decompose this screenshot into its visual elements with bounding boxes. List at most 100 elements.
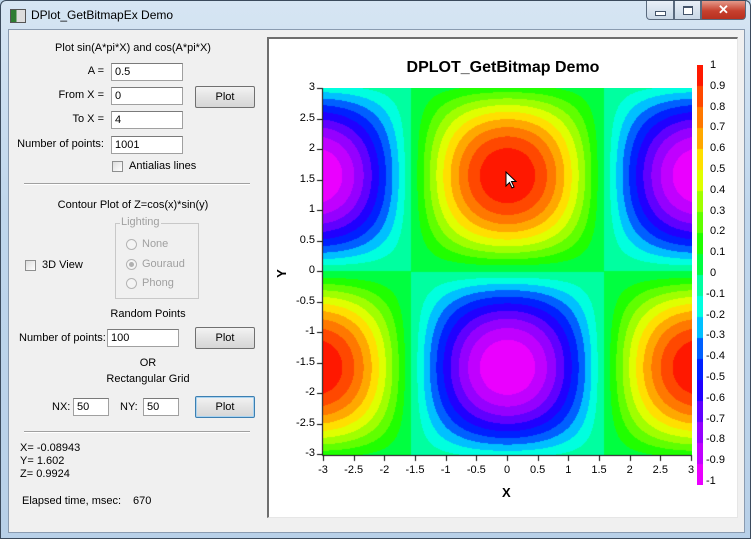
colorbar-tick-label: 0.2 [710, 225, 726, 238]
random-points-heading: Random Points [110, 308, 186, 320]
y-tick-label: -2.5 [296, 416, 315, 429]
close-button[interactable]: ✕ [701, 1, 746, 20]
a-input[interactable]: 0.5 [111, 63, 183, 81]
random-plot-button[interactable]: Plot [195, 327, 255, 349]
lighting-group: Lighting None Gouraud Phong [115, 216, 199, 299]
minimize-icon [654, 10, 666, 16]
title-bar[interactable]: DPlot_GetBitmapEx Demo ✕ [1, 1, 750, 29]
lighting-gouraud-label: Gouraud [142, 258, 185, 270]
colorbar-tick-label: -0.5 [706, 371, 725, 383]
from-x-input[interactable]: 0 [111, 87, 183, 105]
x-tick-label: 3 [687, 464, 695, 476]
from-x-label: From X = [58, 89, 104, 101]
grid-plot-button[interactable]: Plot [195, 396, 255, 418]
line-plot-button[interactable]: Plot [195, 86, 255, 108]
y-tick-label: -3 [305, 447, 315, 459]
y-tick-label: -0.5 [296, 294, 315, 307]
x-tick-label: 0 [503, 464, 511, 476]
x-tick-label: -3 [318, 464, 328, 476]
colorbar-tick-label: -0.3 [706, 329, 725, 342]
colorbar-tick-label: -0.4 [706, 350, 725, 363]
colorbar-tick-label: 0.5 [710, 163, 726, 175]
x-tick-label: 0.5 [530, 464, 546, 476]
colorbar-tick-label: -0.7 [706, 412, 725, 425]
nx-input[interactable]: 50 [73, 398, 109, 416]
y-tick-label: 2 [308, 142, 315, 154]
separator [24, 431, 250, 433]
y-tick-label: 0.5 [299, 233, 315, 246]
a-label: A = [87, 65, 104, 77]
lighting-phong-label: Phong [142, 277, 174, 289]
npoints-label: Number of points: [17, 138, 104, 150]
x-tick-label: 2.5 [652, 464, 668, 476]
x-tick-label: 1.5 [591, 464, 607, 476]
window-title: DPlot_GetBitmapEx Demo [31, 8, 174, 22]
separator [24, 183, 250, 185]
colorbar-tick-label: -0.6 [706, 391, 725, 404]
ny-input[interactable]: 50 [143, 398, 179, 416]
random-npoints-label: Number of points: [19, 332, 106, 344]
colorbar-tick-label: -0.9 [706, 454, 725, 467]
lighting-none-label: None [142, 238, 169, 250]
lighting-phong-radio[interactable] [126, 278, 137, 289]
colorbar-tick-label: -0.2 [706, 308, 725, 321]
colorbar-tick-label: 0.9 [710, 79, 726, 92]
antialias-checkbox[interactable] [112, 161, 123, 172]
or-label: OR [139, 357, 157, 369]
readout-y: Y= 1.602 [20, 455, 65, 467]
minimize-button[interactable] [646, 1, 674, 20]
mouse-cursor-icon [505, 171, 518, 189]
x-tick-label: -0.5 [466, 464, 486, 476]
readout-x: X= -0.08943 [20, 442, 81, 454]
y-tick-label: 1.5 [299, 172, 315, 185]
lighting-gouraud-radio[interactable] [126, 259, 137, 270]
y-tick-label: 3 [308, 81, 315, 93]
colorbar-tick-label: 0.7 [710, 121, 726, 134]
y-tick-label: -1 [305, 325, 315, 337]
x-axis-label: X [502, 485, 511, 500]
rectangular-grid-heading: Rectangular Grid [106, 373, 190, 385]
x-tick-label: 2 [626, 464, 633, 476]
elapsed-value: 670 [133, 495, 152, 507]
npoints-input[interactable]: 1001 [111, 136, 183, 154]
ny-label: NY: [120, 401, 138, 413]
readout-z: Z= 0.9924 [20, 468, 70, 480]
plot-panel[interactable]: DPLOT_GetBitmap Demo 3 2.5 2 1.5 1 0.5 0 -0.5 -1… [267, 37, 738, 518]
lighting-group-title: Lighting [120, 216, 161, 228]
client-area: Plot sin(A*pi*X) and cos(A*pi*X) A = 0.5… [8, 29, 745, 533]
antialias-label: Antialias lines [129, 160, 197, 172]
chart-title: DPLOT_GetBitmap Demo [406, 59, 600, 76]
3d-view-label: 3D View [42, 259, 83, 271]
colorbar-tick-label: 0.1 [710, 246, 726, 259]
lighting-none-radio[interactable] [126, 239, 137, 250]
contour-plot[interactable] [323, 88, 692, 455]
y-axis-label: Y [273, 269, 289, 278]
x-tick-label: -2.5 [344, 464, 364, 476]
elapsed-label: Elapsed time, msec: [22, 495, 122, 507]
x-tick-label: -2 [379, 464, 390, 476]
nx-label: NX: [52, 401, 71, 413]
x-tick-label: 1 [565, 464, 572, 476]
colorbar-tick-label: -0.8 [706, 433, 725, 446]
y-tick-label: 2.5 [299, 111, 315, 124]
x-tick-label: -1 [440, 464, 451, 476]
x-tick-label: -1.5 [405, 464, 425, 476]
colorbar-tick-label: -0.1 [706, 287, 725, 300]
close-icon: ✕ [718, 2, 729, 17]
maximize-icon [682, 5, 693, 15]
maximize-button[interactable] [674, 1, 701, 20]
colorbar-tick-label: 0.8 [710, 100, 726, 113]
colorbar-tick-label: -1 [706, 475, 716, 487]
line-plot-heading: Plot sin(A*pi*X) and cos(A*pi*X) [55, 42, 211, 54]
colorbar-tick-label: 0.6 [710, 142, 726, 155]
y-tick-label: 1 [308, 203, 315, 215]
to-x-input[interactable]: 4 [111, 111, 183, 129]
3d-view-checkbox[interactable] [25, 260, 36, 271]
colorbar-tick-label: 1 [710, 59, 717, 71]
y-tick-label: 0 [308, 264, 315, 276]
colorbar-tick-label: 0 [710, 267, 717, 279]
random-npoints-input[interactable]: 100 [107, 329, 179, 347]
colorbar-tick-label: 0.3 [710, 204, 726, 217]
to-x-label: To X = [72, 113, 105, 125]
